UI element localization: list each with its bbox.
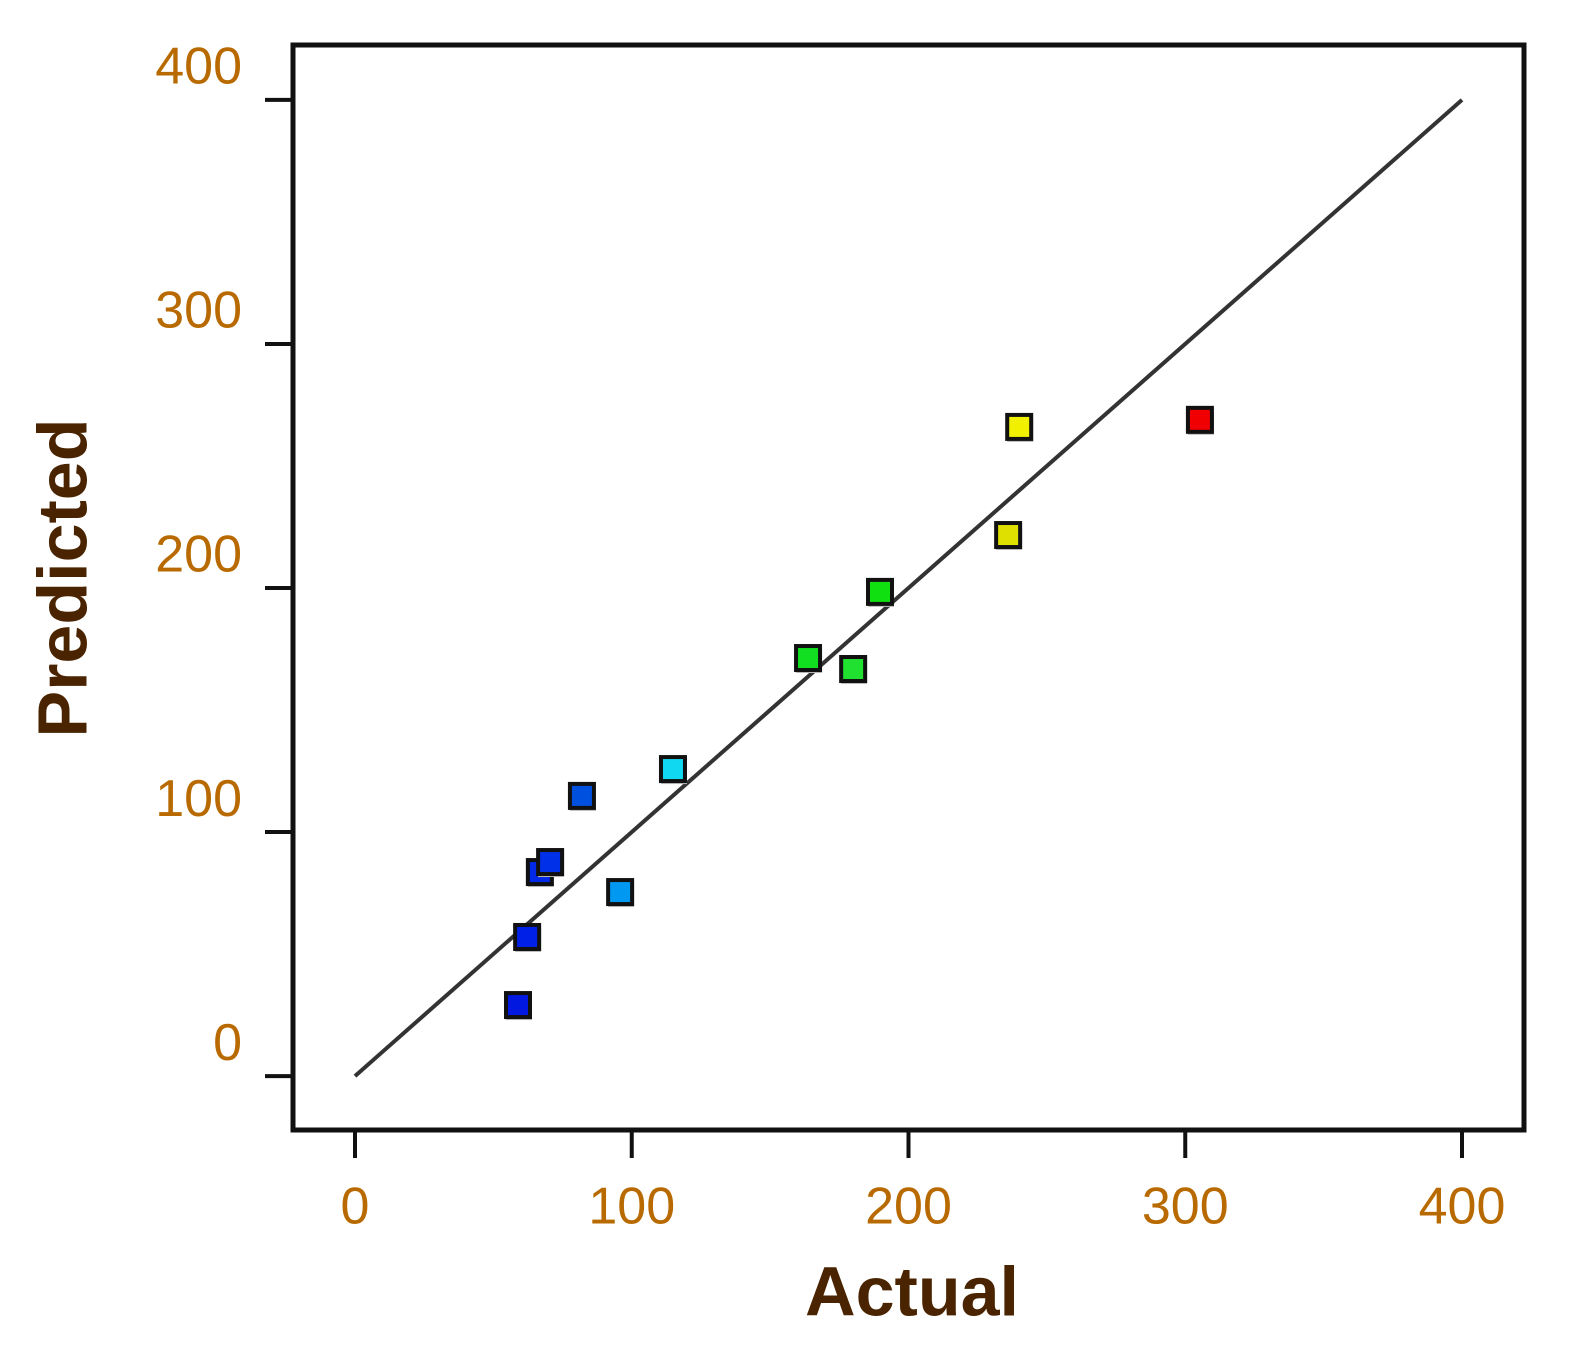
point (1185, 405, 1214, 434)
point (504, 991, 533, 1020)
x-axis-title: Actual (805, 1252, 1019, 1330)
y-tick-label: 100 (155, 770, 242, 828)
point (794, 644, 823, 673)
x-tick-label: 400 (1419, 1178, 1506, 1236)
y-tick-label: 0 (213, 1014, 242, 1072)
point (606, 878, 635, 907)
point (536, 848, 565, 877)
x-tick-label: 0 (341, 1178, 370, 1236)
x-tick-label: 300 (1142, 1178, 1229, 1236)
point (1005, 412, 1034, 441)
point (839, 655, 868, 684)
y-tick-label: 400 (155, 38, 242, 96)
point (994, 521, 1023, 550)
point (865, 577, 894, 606)
y-tick-label: 200 (155, 526, 242, 584)
point (513, 922, 542, 951)
point (567, 781, 596, 810)
x-tick-label: 100 (588, 1178, 675, 1236)
y-axis-title: Predicted (23, 419, 101, 738)
reference-line (353, 98, 1464, 1078)
point (658, 755, 687, 784)
x-tick-label: 200 (865, 1178, 952, 1236)
y-tick-label: 300 (155, 282, 242, 340)
